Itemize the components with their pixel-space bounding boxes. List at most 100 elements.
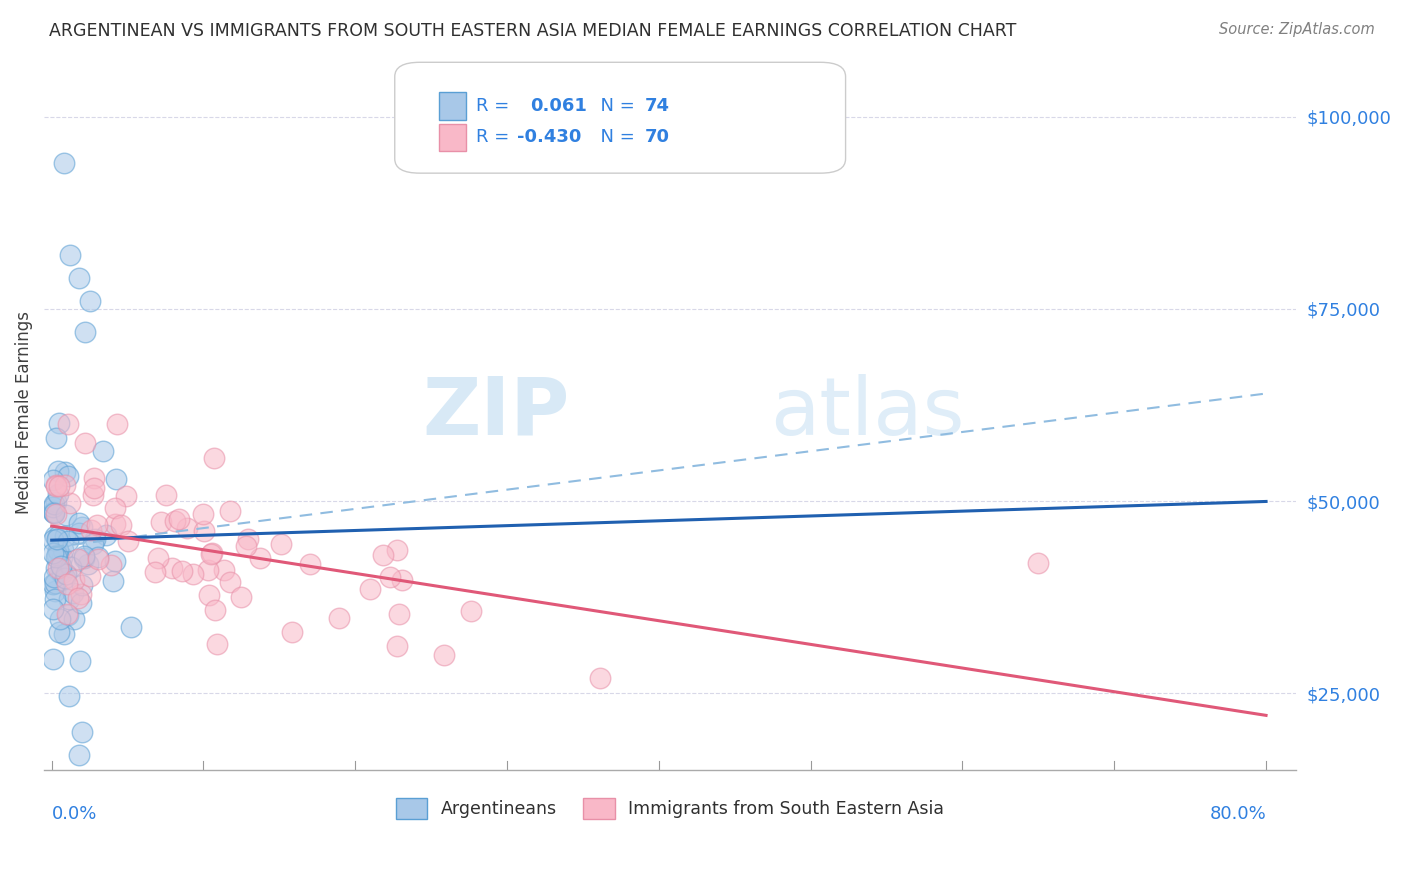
Point: [79, 294, 101, 309]
Point: [45, 560, 67, 574]
Text: 70: 70: [645, 128, 671, 146]
Point: [204, 603, 226, 617]
Point: [191, 508, 214, 522]
Point: [202, 451, 225, 466]
Point: [44, 505, 66, 519]
Point: [100, 558, 122, 573]
Point: [42, 570, 65, 584]
Point: [101, 574, 124, 588]
Point: [42, 546, 65, 560]
Point: [79, 523, 101, 537]
Point: [385, 639, 408, 653]
Legend: Argentineans, Immigrants from South Eastern Asia: Argentineans, Immigrants from South East…: [389, 791, 952, 826]
Text: N =: N =: [589, 128, 640, 146]
Point: [55, 566, 77, 581]
Point: [238, 532, 260, 546]
Point: [205, 637, 228, 651]
Point: [45, 431, 67, 445]
Point: [200, 547, 222, 561]
Point: [56, 417, 79, 432]
Point: [42, 474, 65, 488]
Point: [193, 524, 215, 538]
Point: [83, 481, 105, 495]
Point: [229, 590, 252, 604]
Point: [298, 558, 321, 572]
Text: 0.061: 0.061: [530, 97, 586, 115]
Point: [201, 546, 224, 560]
Point: [115, 489, 138, 503]
Point: [52, 156, 75, 170]
Point: [42, 602, 65, 616]
Point: [94, 528, 117, 542]
Point: [56, 468, 79, 483]
Point: [172, 564, 194, 578]
Point: [155, 488, 177, 502]
Point: [104, 517, 127, 532]
Point: [73, 549, 96, 563]
Point: [84, 533, 107, 547]
Point: [91, 444, 114, 458]
Point: [53, 627, 76, 641]
Point: [87, 550, 110, 565]
Point: [62, 585, 84, 599]
Point: [103, 501, 125, 516]
Point: [53, 466, 76, 480]
Point: [104, 554, 127, 568]
Point: [87, 551, 110, 566]
Point: [67, 591, 90, 605]
Point: [51, 566, 73, 580]
Point: [83, 471, 105, 485]
Point: [391, 573, 413, 587]
Point: [117, 533, 139, 548]
Point: [143, 566, 166, 580]
Point: [73, 551, 96, 566]
Text: R =: R =: [477, 128, 515, 146]
Point: [44, 506, 66, 520]
Point: [70, 725, 93, 739]
Text: Source: ZipAtlas.com: Source: ZipAtlas.com: [1219, 22, 1375, 37]
Point: [176, 521, 198, 535]
Point: [73, 436, 96, 450]
Point: [42, 500, 65, 514]
Point: [67, 552, 90, 566]
Point: [46, 543, 69, 558]
Point: [378, 570, 401, 584]
Text: ZIP: ZIP: [423, 374, 569, 451]
Point: [589, 671, 612, 685]
Point: [63, 612, 86, 626]
Point: [44, 592, 66, 607]
Point: [58, 689, 80, 703]
Point: [249, 551, 271, 566]
Point: [45, 495, 67, 509]
Point: [181, 567, 204, 582]
Point: [44, 575, 66, 590]
Point: [59, 248, 82, 262]
Point: [212, 563, 235, 577]
Point: [162, 561, 184, 575]
Point: [44, 529, 66, 543]
Point: [42, 497, 65, 511]
Point: [110, 518, 132, 533]
Point: [48, 416, 70, 430]
Point: [460, 604, 482, 618]
Point: [48, 624, 70, 639]
FancyBboxPatch shape: [395, 62, 845, 173]
Point: [235, 539, 257, 553]
Point: [104, 472, 127, 486]
Point: [46, 560, 69, 574]
Point: [58, 607, 80, 622]
Point: [45, 477, 67, 491]
Point: [46, 549, 69, 563]
Point: [63, 573, 86, 587]
Point: [79, 569, 101, 583]
Point: [58, 591, 80, 606]
Point: [82, 537, 104, 551]
Point: [72, 577, 94, 591]
Point: [45, 507, 67, 521]
Point: [120, 620, 142, 634]
Bar: [439, 124, 467, 151]
Point: [82, 488, 104, 502]
Point: [198, 588, 221, 602]
Point: [281, 624, 304, 639]
Point: [219, 574, 242, 589]
